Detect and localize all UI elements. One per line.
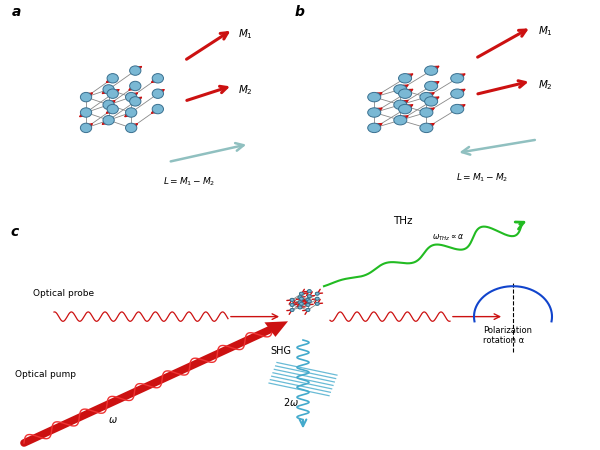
Circle shape — [368, 123, 381, 133]
Circle shape — [398, 74, 412, 83]
Circle shape — [420, 123, 433, 133]
Text: $M_1$: $M_1$ — [238, 27, 253, 40]
Polygon shape — [265, 321, 288, 337]
Text: $\omega$: $\omega$ — [108, 415, 118, 425]
Circle shape — [130, 81, 141, 91]
Text: $M_2$: $M_2$ — [238, 83, 253, 97]
Text: Optical pump: Optical pump — [15, 370, 76, 379]
Circle shape — [425, 66, 437, 75]
Circle shape — [451, 74, 464, 83]
Circle shape — [398, 104, 412, 114]
Circle shape — [103, 116, 114, 125]
Text: SHG: SHG — [270, 346, 291, 356]
Text: c: c — [11, 225, 19, 239]
Text: b: b — [294, 4, 304, 18]
Circle shape — [420, 92, 433, 102]
Text: $M_1$: $M_1$ — [538, 25, 553, 38]
Text: $2\omega$: $2\omega$ — [283, 396, 299, 408]
Circle shape — [451, 89, 464, 99]
Circle shape — [307, 300, 311, 303]
Text: $L = M_1 - M_2$: $L = M_1 - M_2$ — [163, 176, 215, 188]
Circle shape — [298, 296, 302, 299]
Circle shape — [420, 108, 433, 117]
Circle shape — [299, 302, 304, 306]
Circle shape — [425, 97, 437, 106]
Text: $L = M_1 - M_2$: $L = M_1 - M_2$ — [457, 171, 509, 184]
Circle shape — [368, 108, 381, 117]
Circle shape — [130, 97, 141, 106]
Circle shape — [298, 306, 302, 309]
Circle shape — [125, 92, 137, 102]
Circle shape — [103, 100, 114, 109]
Circle shape — [394, 100, 407, 109]
Circle shape — [125, 123, 137, 133]
Circle shape — [398, 89, 412, 99]
Text: a: a — [11, 4, 21, 18]
Circle shape — [290, 298, 294, 302]
Text: Optical probe: Optical probe — [33, 288, 94, 297]
Circle shape — [306, 303, 310, 306]
Circle shape — [290, 308, 294, 311]
Circle shape — [306, 298, 310, 302]
Text: $\omega_{THz}\propto\alpha$: $\omega_{THz}\propto\alpha$ — [432, 232, 464, 243]
Circle shape — [152, 89, 163, 99]
Circle shape — [425, 81, 437, 91]
Circle shape — [394, 116, 407, 125]
Circle shape — [107, 89, 118, 99]
Text: THz: THz — [393, 216, 413, 226]
Circle shape — [307, 295, 311, 298]
Circle shape — [130, 66, 141, 75]
Circle shape — [80, 123, 92, 133]
Circle shape — [451, 104, 464, 114]
Circle shape — [290, 303, 294, 306]
Circle shape — [125, 108, 137, 117]
Circle shape — [368, 92, 381, 102]
Text: $M_2$: $M_2$ — [538, 79, 553, 92]
Circle shape — [298, 301, 302, 304]
Circle shape — [306, 308, 310, 311]
Circle shape — [107, 104, 118, 114]
Circle shape — [107, 74, 118, 83]
Circle shape — [103, 85, 114, 94]
Circle shape — [316, 302, 319, 306]
Circle shape — [152, 104, 163, 114]
Circle shape — [316, 297, 319, 300]
Circle shape — [299, 297, 304, 300]
Circle shape — [80, 92, 92, 102]
Circle shape — [152, 74, 163, 83]
Circle shape — [80, 108, 92, 117]
Circle shape — [316, 292, 319, 295]
Text: Polarization
rotation α: Polarization rotation α — [483, 326, 532, 345]
Circle shape — [307, 290, 311, 292]
Circle shape — [394, 85, 407, 94]
Circle shape — [299, 292, 304, 295]
